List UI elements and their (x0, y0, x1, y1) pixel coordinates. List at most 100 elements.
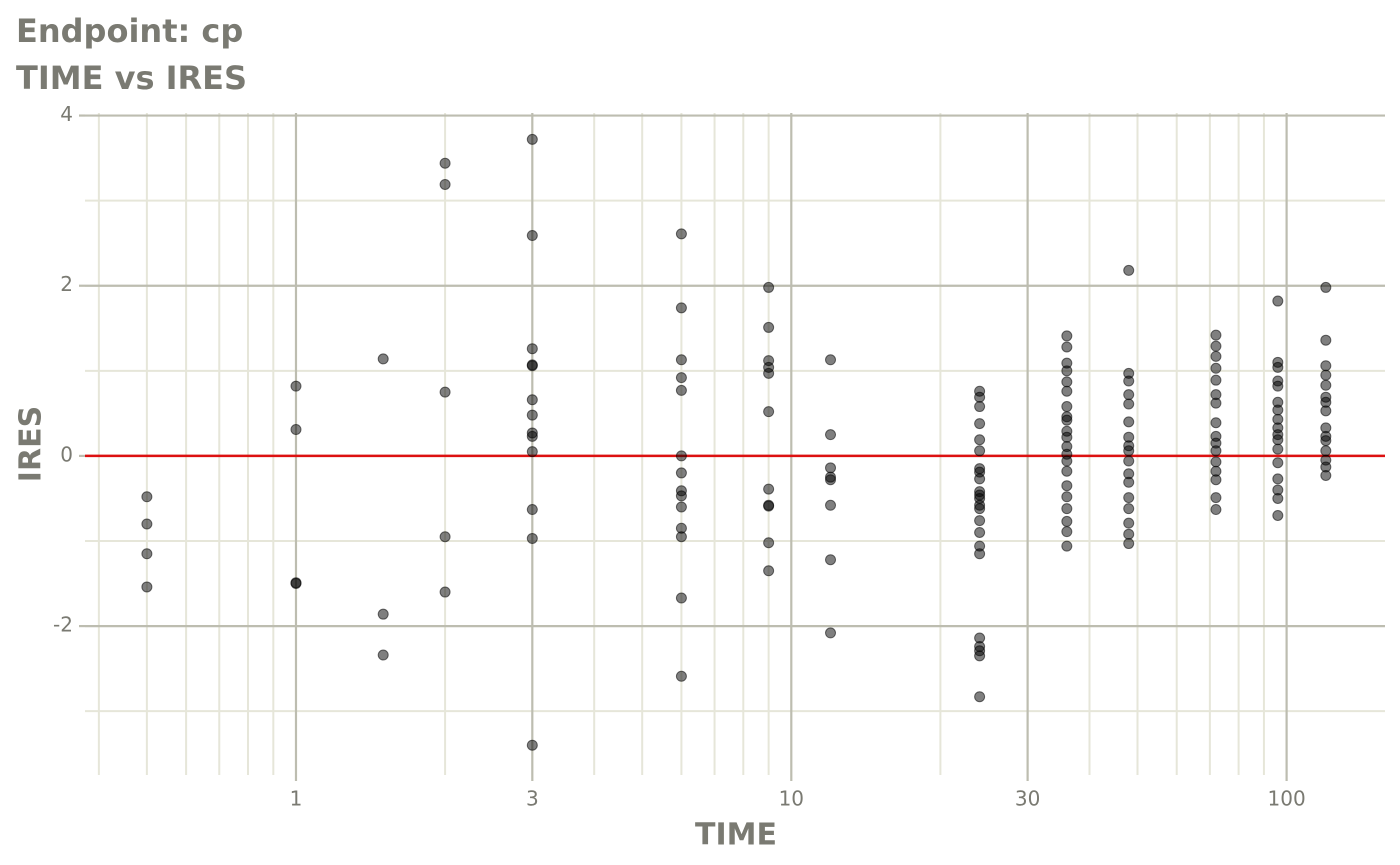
point (1320, 281, 1332, 293)
point (974, 418, 986, 430)
point (1123, 445, 1135, 457)
point (1272, 457, 1284, 469)
point (1123, 517, 1135, 529)
point (825, 462, 837, 474)
point (763, 537, 775, 549)
point (290, 424, 302, 436)
point (763, 321, 775, 333)
point (763, 406, 775, 418)
point (1061, 365, 1073, 377)
point (825, 354, 837, 366)
point (675, 302, 687, 314)
point (1210, 397, 1222, 409)
point (526, 504, 538, 516)
point (1210, 445, 1222, 457)
point (1272, 295, 1284, 307)
point (1123, 416, 1135, 428)
point (675, 670, 687, 682)
point (675, 501, 687, 513)
point (1210, 504, 1222, 516)
point (1320, 379, 1332, 391)
point (1272, 380, 1284, 392)
point (974, 391, 986, 403)
point (1061, 526, 1073, 538)
point (1123, 375, 1135, 387)
point (141, 581, 153, 593)
point (974, 691, 986, 703)
point (1061, 540, 1073, 552)
point (1123, 492, 1135, 504)
point (1061, 330, 1073, 342)
point (1061, 491, 1073, 503)
point (974, 473, 986, 485)
point (1123, 455, 1135, 467)
point (825, 627, 837, 639)
point (825, 429, 837, 441)
point (526, 230, 538, 242)
point (1061, 401, 1073, 413)
point (1061, 376, 1073, 388)
point (675, 531, 687, 543)
point (675, 372, 687, 384)
x-tick-label: 3 (526, 787, 539, 811)
point (1320, 360, 1332, 372)
point (1320, 369, 1332, 381)
point (675, 467, 687, 479)
point (763, 500, 775, 512)
point (1061, 455, 1073, 467)
point (1320, 334, 1332, 346)
point (1272, 434, 1284, 446)
point (1272, 404, 1284, 416)
point (1320, 445, 1332, 457)
point (974, 434, 986, 446)
point (1123, 389, 1135, 401)
point (526, 446, 538, 458)
point (526, 430, 538, 442)
point (439, 531, 451, 543)
x-tick-label: 100 (1268, 787, 1306, 811)
y-axis-title: IRES (14, 406, 49, 482)
point (675, 384, 687, 396)
point (1061, 515, 1073, 527)
point (526, 343, 538, 355)
point (377, 353, 389, 365)
point (1061, 503, 1073, 515)
point (1123, 476, 1135, 488)
y-tick-label: 0 (60, 442, 73, 466)
point (1320, 435, 1332, 447)
point (526, 739, 538, 751)
point (1123, 398, 1135, 410)
point (974, 650, 986, 662)
point (1061, 385, 1073, 397)
point (1210, 492, 1222, 504)
point (974, 401, 986, 413)
point (1272, 492, 1284, 504)
point (675, 228, 687, 240)
point (974, 515, 986, 527)
point (1061, 480, 1073, 492)
point (1320, 405, 1332, 417)
x-tick-label: 1 (290, 787, 303, 811)
point (763, 281, 775, 293)
point (1272, 361, 1284, 373)
point (1272, 473, 1284, 485)
point (526, 133, 538, 145)
point (675, 490, 687, 502)
point (1061, 414, 1073, 426)
point (825, 474, 837, 486)
point (1123, 264, 1135, 276)
point (1210, 329, 1222, 341)
point (1210, 456, 1222, 468)
point (1123, 503, 1135, 515)
x-tick-label: 30 (1015, 787, 1040, 811)
point (974, 548, 986, 560)
point (439, 586, 451, 598)
point (1272, 443, 1284, 455)
y-tick-label: -2 (53, 613, 73, 637)
point (1061, 341, 1073, 353)
point (1210, 474, 1222, 486)
point (763, 483, 775, 495)
point (1210, 350, 1222, 362)
point (1210, 340, 1222, 352)
point (439, 178, 451, 190)
